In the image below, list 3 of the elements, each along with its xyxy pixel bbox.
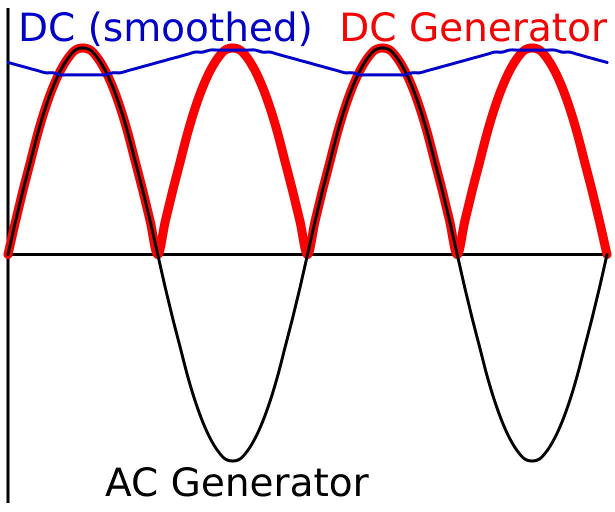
series-label: AC Generator [105,461,370,506]
series-label: DC Generator [339,6,608,51]
series-label: DC (smoothed) [18,6,313,51]
